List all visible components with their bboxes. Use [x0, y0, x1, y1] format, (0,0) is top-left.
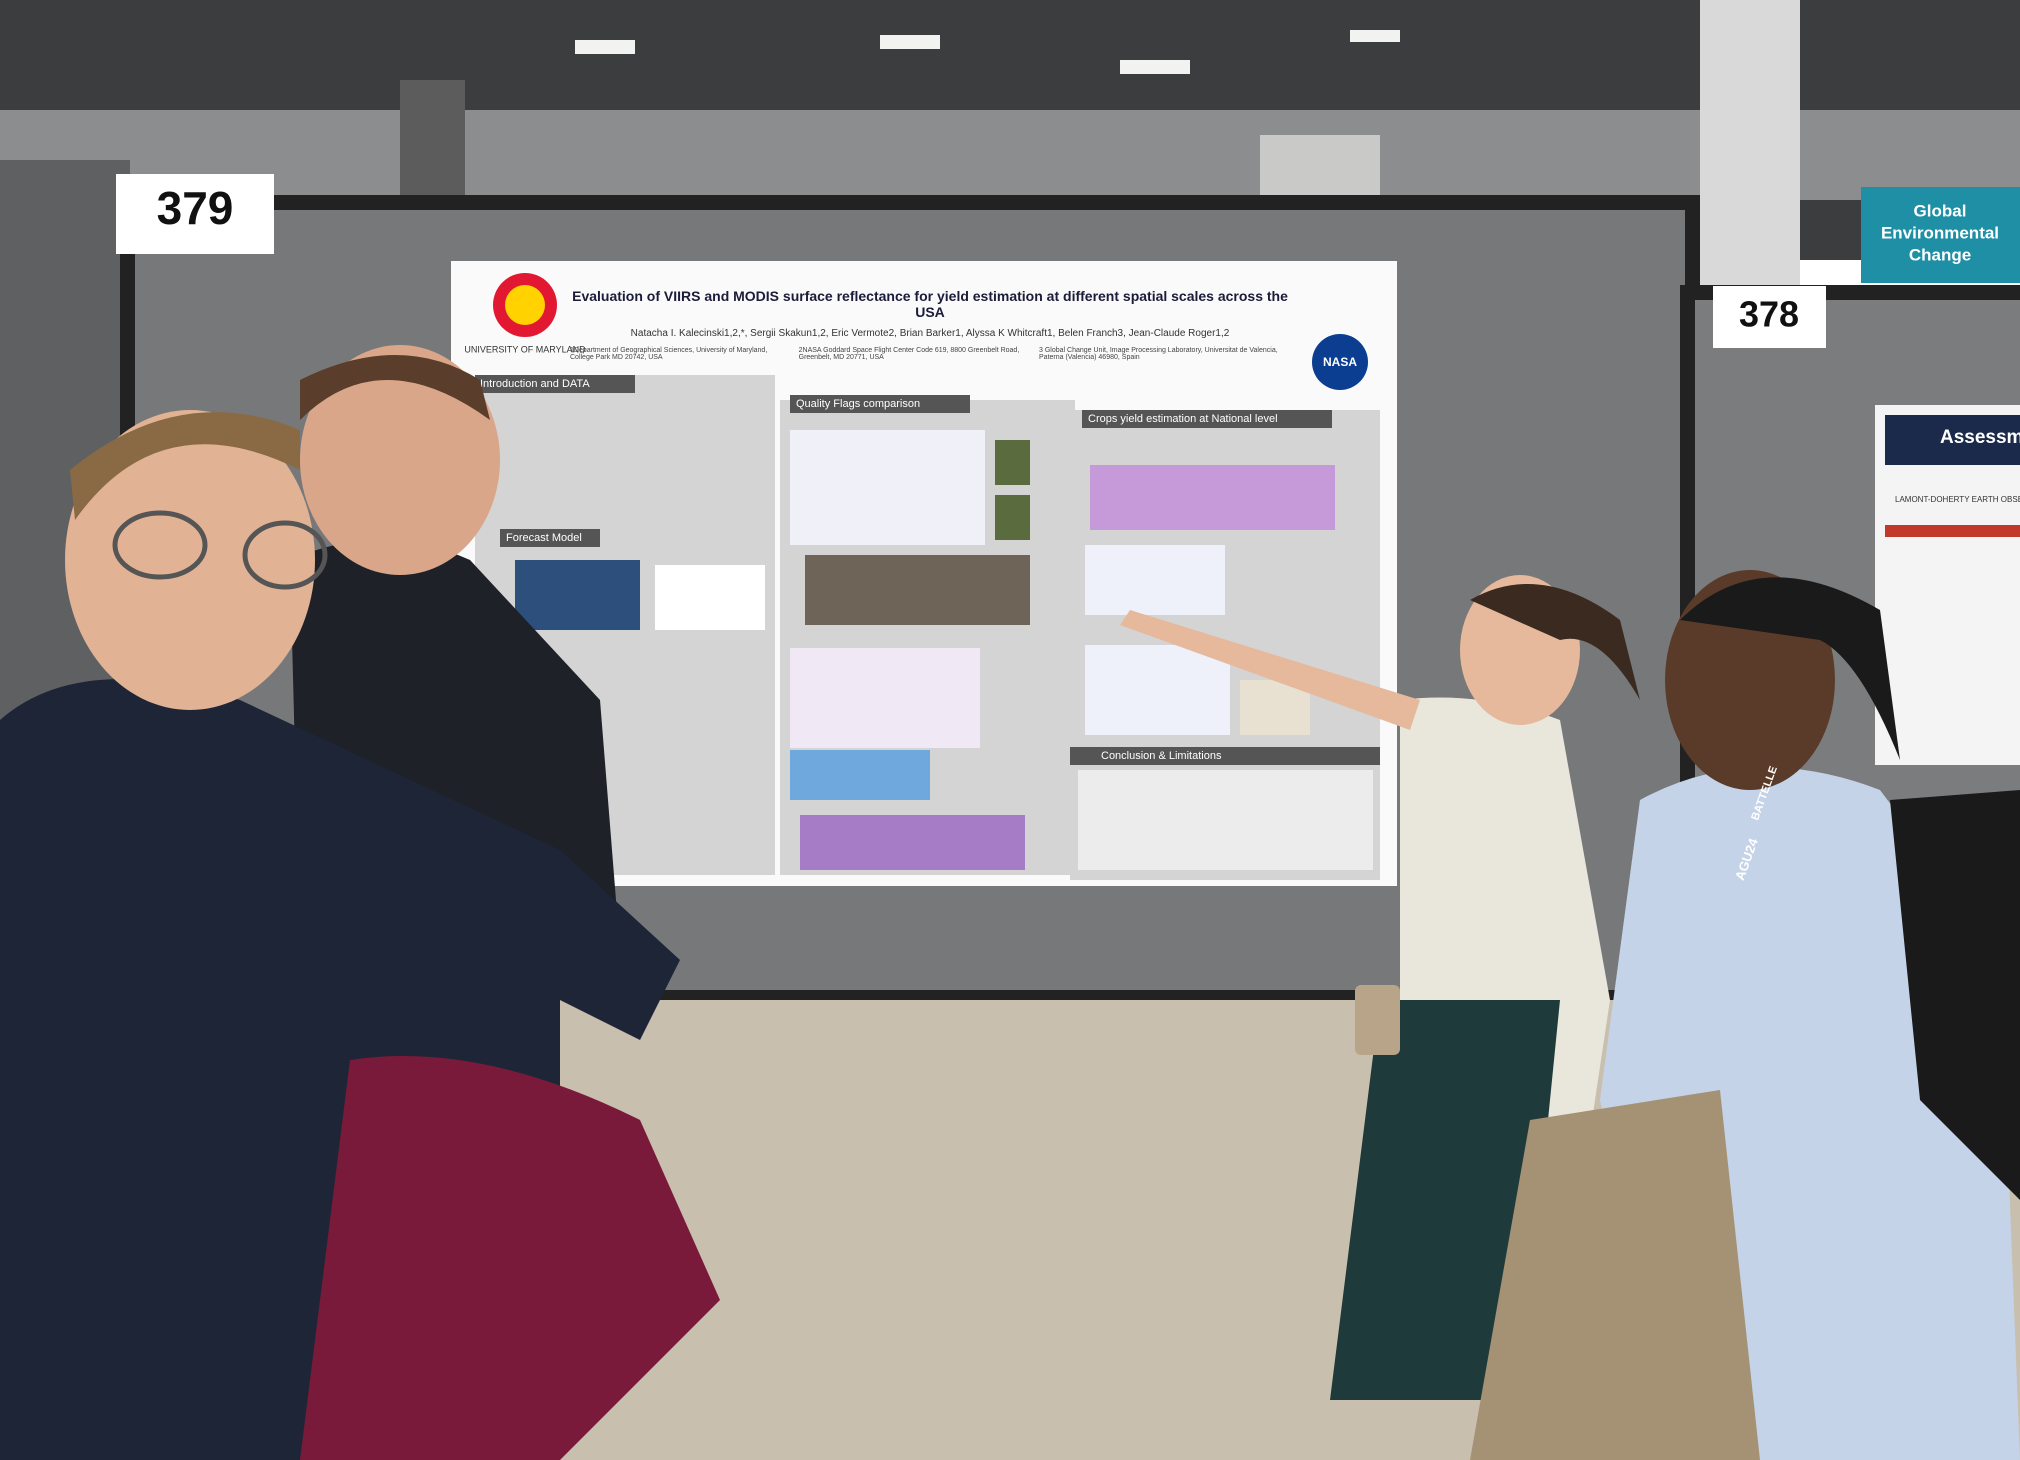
- section-title: Introduction and DATA: [480, 378, 590, 390]
- sign-text: Change: [1909, 245, 1971, 264]
- pillar: [400, 80, 465, 200]
- section-header: [1082, 410, 1332, 428]
- person-right: AGU24 BATTELLE: [1470, 570, 2020, 1460]
- poster-table: [790, 430, 985, 545]
- nasa-logo: [1312, 334, 1368, 390]
- poster-map: [790, 750, 930, 800]
- poster-image: [995, 495, 1030, 540]
- backpack: [1890, 790, 2020, 1200]
- folded-jacket: [300, 1056, 720, 1460]
- poster-chart: [1090, 465, 1335, 530]
- person-left-front: [0, 410, 720, 1460]
- neighbor-poster-header: [1885, 415, 2020, 465]
- section-header: [500, 529, 600, 547]
- sign: [1861, 187, 2020, 283]
- section-title: Crops yield estimation at National level: [1088, 413, 1278, 425]
- affiliation: 3 Global Change Unit, Image Processing L…: [1039, 347, 1278, 361]
- booth-number-card: [1713, 286, 1826, 348]
- affiliations: 1Department of Geographical Sciences, Un…: [570, 347, 1290, 361]
- neighbor-poster-org: LAMONT-DOHERTY EARTH OBSERVATORY: [1895, 495, 2020, 504]
- poster-heading: Evaluation of VIIRS and MODIS surface re…: [570, 288, 1290, 361]
- sign-text: Global: [1914, 201, 1967, 220]
- back-wall: [0, 110, 2020, 200]
- column: [1700, 0, 1800, 300]
- poster-table: [1085, 645, 1230, 735]
- affiliation: 1Department of Geographical Sciences, Un…: [570, 347, 768, 361]
- affiliation: 2NASA Goddard Space Flight Center Code 6…: [798, 347, 1020, 361]
- nasa-logo-text: NASA: [1323, 355, 1357, 369]
- poster-chart: [800, 815, 1025, 870]
- section-title: Quality Flags comparison: [796, 398, 920, 410]
- umd-logo-inner: [505, 285, 545, 325]
- poster-plot: [655, 565, 765, 630]
- section-header: [790, 395, 970, 413]
- poster-map: [515, 560, 640, 630]
- coffee-cup: [1355, 985, 1400, 1055]
- section-header: [475, 375, 635, 393]
- poster-table: [790, 648, 980, 748]
- umd-logo-text: UNIVERSITY OF MARYLAND: [464, 344, 586, 354]
- section-header: [1070, 747, 1380, 765]
- poster-authors: Natacha I. Kalecinski1,2,*, Sergii Skaku…: [630, 328, 1230, 339]
- booth-number-card: [116, 174, 274, 254]
- poster-chart: [805, 555, 1030, 625]
- booth-number: 378: [1739, 294, 1799, 335]
- ceiling-lights: [575, 30, 1400, 74]
- booth-number: 379: [157, 182, 234, 234]
- poster-title: Evaluation of VIIRS and MODIS surface re…: [572, 288, 1288, 320]
- sign-text: Environmental: [1881, 223, 1999, 242]
- neighbor-poster-bar: [1885, 525, 2020, 537]
- neighbor-poster-title: Assessm: [1940, 427, 2020, 448]
- section-title: Conclusion & Limitations: [1101, 750, 1222, 762]
- poster-image: [995, 440, 1030, 485]
- poster-text: [1078, 770, 1373, 870]
- jacket: [1470, 1090, 1760, 1460]
- poster-table: [1085, 545, 1225, 615]
- section-title: Forecast Model: [506, 532, 582, 544]
